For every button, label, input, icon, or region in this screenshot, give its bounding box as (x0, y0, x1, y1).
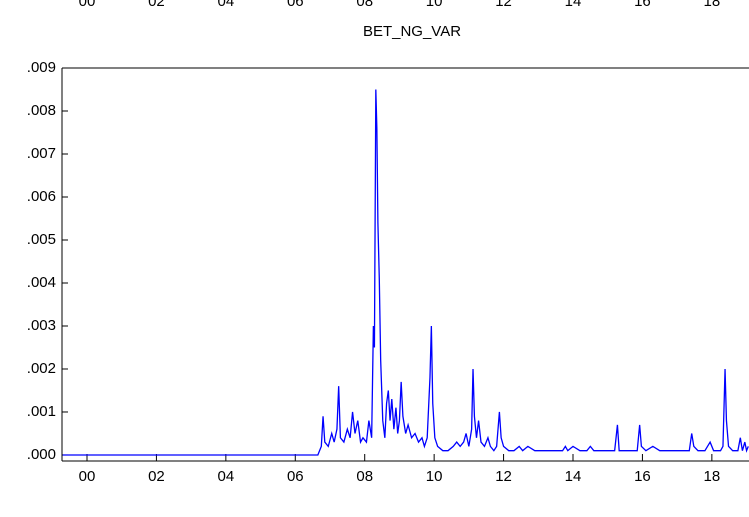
y-tick-label: .000 (27, 446, 56, 463)
x-tick-label: 14 (565, 468, 582, 485)
clipped-tick-label: 00 (79, 0, 96, 10)
clipped-tick-label: 14 (565, 0, 582, 10)
chart-title: BET_NG_VAR (363, 23, 461, 40)
clipped-tick-label: 08 (356, 0, 373, 10)
x-tick-label: 06 (287, 468, 304, 485)
series-line (62, 89, 749, 456)
y-tick-label: .002 (27, 360, 56, 377)
y-tick-label: .004 (27, 274, 56, 291)
y-tick-label: .003 (27, 317, 56, 334)
clipped-tick-label: 16 (634, 0, 651, 10)
y-tick-label: .001 (27, 403, 56, 420)
x-tick-label: 08 (356, 468, 373, 485)
clipped-tick-label: 12 (495, 0, 512, 10)
y-tick-label: .005 (27, 231, 56, 248)
x-tick-label: 04 (218, 468, 235, 485)
clipped-tick-label: 10 (426, 0, 443, 10)
x-tick-label: 12 (495, 468, 512, 485)
x-tick-label: 10 (426, 468, 443, 485)
x-tick-label: 00 (79, 468, 96, 485)
y-tick-label: .007 (27, 145, 56, 162)
x-tick-label: 02 (148, 468, 165, 485)
clipped-tick-label: 02 (148, 0, 165, 10)
y-tick-label: .009 (27, 59, 56, 76)
clipped-tick-label: 18 (704, 0, 721, 10)
y-tick-label: .006 (27, 188, 56, 205)
y-tick-label: .008 (27, 102, 56, 119)
x-tick-label: 16 (634, 468, 651, 485)
clipped-tick-label: 06 (287, 0, 304, 10)
x-tick-label: 18 (704, 468, 721, 485)
clipped-tick-label: 04 (218, 0, 235, 10)
